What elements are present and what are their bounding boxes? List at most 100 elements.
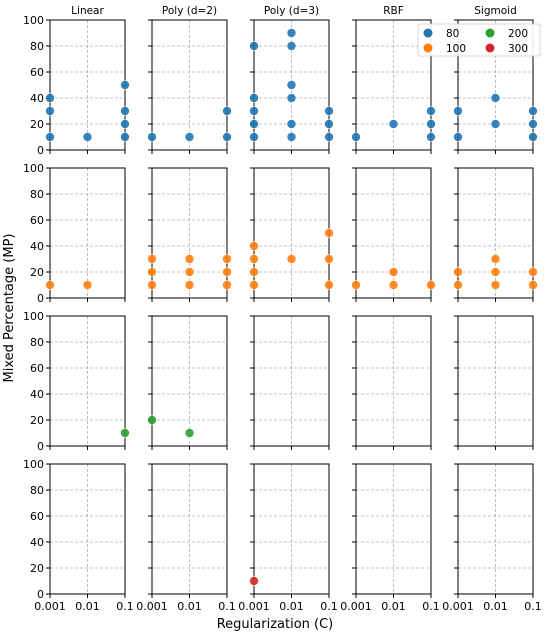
data-point: [388, 280, 399, 290]
y-tick-label: 20: [30, 414, 44, 427]
data-point: [324, 254, 334, 264]
x-tick-label: 0.1: [524, 600, 542, 613]
data-point: [286, 132, 297, 142]
data-point: [286, 80, 297, 90]
panel-r3-c4: [352, 315, 432, 450]
legend-label: 200: [508, 28, 528, 40]
data-point: [490, 254, 501, 264]
data-point: [453, 106, 463, 116]
data-point: [249, 241, 259, 251]
data-point: [324, 106, 334, 116]
y-tick-label: 100: [23, 162, 44, 175]
data-point: [147, 132, 157, 142]
data-point: [351, 132, 361, 142]
column-title: Poly (d=2): [162, 5, 217, 17]
data-point: [120, 428, 130, 438]
data-point: [528, 119, 538, 129]
data-point: [351, 280, 361, 290]
data-point: [222, 132, 232, 142]
data-point: [147, 415, 157, 425]
panel-r3-c3: [250, 315, 330, 450]
data-point: [528, 267, 538, 277]
panel-r2-c5: [453, 167, 538, 302]
x-tick-label: 0.01: [279, 600, 304, 613]
data-point: [249, 132, 259, 142]
y-tick-label: 20: [30, 266, 44, 279]
x-tick-label: 0.1: [116, 600, 134, 613]
y-tick-label: 80: [30, 336, 44, 349]
data-point: [490, 119, 501, 129]
data-point: [453, 280, 463, 290]
data-point: [120, 106, 130, 116]
y-tick-label: 100: [23, 310, 44, 323]
data-point: [120, 80, 130, 90]
column-title: Sigmoid: [474, 5, 516, 17]
data-point: [426, 280, 436, 290]
x-tick-label: 0.001: [136, 600, 168, 613]
data-point: [249, 119, 259, 129]
panel-r3-c2: [147, 315, 228, 450]
data-point: [184, 428, 195, 438]
x-tick-label: 0.001: [442, 600, 474, 613]
legend: 80 200 100 300: [417, 23, 541, 57]
legend-marker: [485, 28, 495, 38]
panel-r2-c3: [249, 167, 334, 302]
data-point: [147, 254, 157, 264]
panel-r2-c1: 0 20 40 60 80 100: [23, 162, 126, 305]
x-tick-label: 0.001: [34, 600, 66, 613]
data-point: [249, 93, 259, 103]
y-tick-label: 0: [37, 144, 44, 157]
data-point: [184, 254, 195, 264]
y-tick-label: 60: [30, 510, 44, 523]
data-point: [45, 106, 55, 116]
panel-r3-c1: 0 20 40 60 80 100: [23, 310, 130, 453]
data-point: [324, 280, 334, 290]
data-point: [490, 267, 501, 277]
y-tick-label: 0: [37, 292, 44, 305]
y-tick-label: 40: [30, 92, 44, 105]
x-tick-label: 0.01: [483, 600, 508, 613]
data-point: [426, 106, 436, 116]
data-point: [426, 132, 436, 142]
data-point: [324, 132, 334, 142]
data-point: [324, 228, 334, 238]
panel-r2-c4: [351, 167, 436, 302]
legend-label: 300: [508, 43, 528, 55]
data-point: [184, 267, 195, 277]
data-point: [426, 119, 436, 129]
data-point: [249, 576, 259, 586]
data-point: [286, 119, 297, 129]
legend-label: 80: [446, 28, 459, 40]
x-axis-title: Regularization (C): [217, 617, 334, 632]
legend-marker: [485, 43, 495, 53]
y-tick-label: 0: [37, 588, 44, 601]
data-point: [45, 280, 55, 290]
y-tick-label: 60: [30, 66, 44, 79]
panel-r4-c4: 0.001 0.01 0.1: [340, 463, 440, 613]
x-tick-label: 0.001: [238, 600, 270, 613]
panel-grid: 0 20 40 60 80 100 Linear Poly (d=2) Poly (d=3) RB…: [23, 5, 542, 613]
x-tick-label: 0.01: [75, 600, 100, 613]
x-tick-label: 0.01: [381, 600, 406, 613]
y-tick-label: 80: [30, 484, 44, 497]
column-title: RBF: [383, 5, 404, 17]
data-point: [249, 41, 259, 51]
data-point: [45, 132, 55, 142]
data-point: [528, 106, 538, 116]
y-tick-label: 40: [30, 240, 44, 253]
y-tick-label: 60: [30, 362, 44, 375]
panel-r1-c4: RBF: [351, 5, 436, 154]
y-tick-label: 100: [23, 458, 44, 471]
column-title: Poly (d=3): [264, 5, 319, 17]
y-tick-label: 0: [37, 440, 44, 453]
data-point: [249, 106, 259, 116]
panel-r1-c2: Poly (d=2): [147, 5, 232, 154]
data-point: [222, 280, 232, 290]
legend-box: [417, 23, 541, 57]
data-point: [286, 93, 297, 103]
data-point: [286, 41, 297, 51]
data-point: [82, 280, 93, 290]
data-point: [147, 267, 157, 277]
data-point: [147, 280, 157, 290]
